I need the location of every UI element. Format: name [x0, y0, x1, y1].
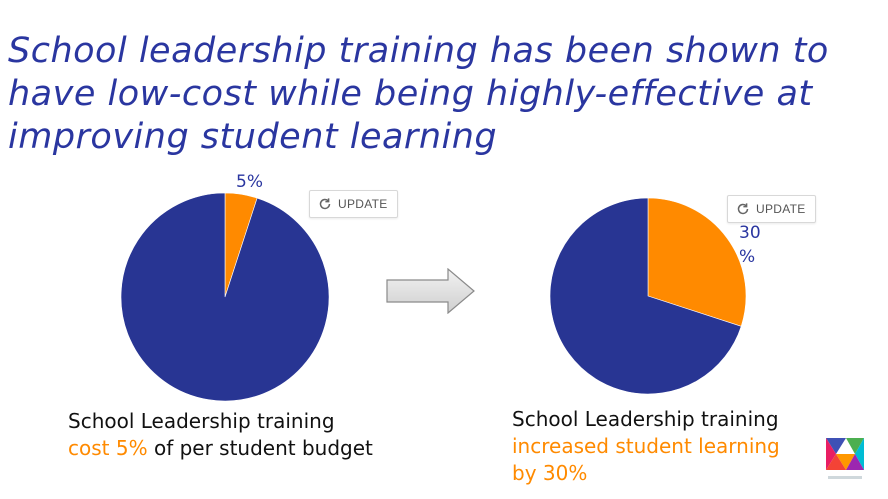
- brand-logo-icon: [826, 438, 864, 479]
- pie-chart-cost: [120, 192, 330, 402]
- pie-data-label-cost: 5%: [236, 172, 263, 192]
- pie-slice-30pct: [647, 197, 747, 327]
- refresh-icon: [319, 198, 331, 210]
- caption-right-line3: by 30%: [512, 461, 588, 485]
- caption-left-line2: cost 5% of per student budget: [68, 435, 373, 462]
- caption-left-rest: of per student budget: [147, 436, 373, 460]
- update-button-label: UPDATE: [338, 197, 388, 211]
- refresh-icon: [737, 203, 749, 215]
- pie-slice-rest: [120, 192, 330, 402]
- update-button-right[interactable]: UPDATE: [727, 195, 816, 223]
- update-button-label: UPDATE: [756, 202, 806, 216]
- caption-left-line1: School Leadership training: [68, 409, 335, 433]
- slide-title: School leadership training has been show…: [8, 31, 829, 157]
- pie-data-label-learning: 30 %: [739, 223, 761, 267]
- update-button-left[interactable]: UPDATE: [309, 190, 398, 218]
- caption-right-line1: School Leadership training: [512, 407, 779, 431]
- caption-right: School Leadership training increased stu…: [512, 406, 780, 487]
- caption-left: School Leadership training cost 5% of pe…: [68, 408, 373, 462]
- caption-right-line2: increased student learning: [512, 434, 780, 458]
- right-arrow-icon: [386, 268, 475, 314]
- pie-chart-learning: [549, 197, 747, 395]
- caption-left-highlight: cost 5%: [68, 436, 148, 460]
- pie-slice-rest: [549, 197, 742, 395]
